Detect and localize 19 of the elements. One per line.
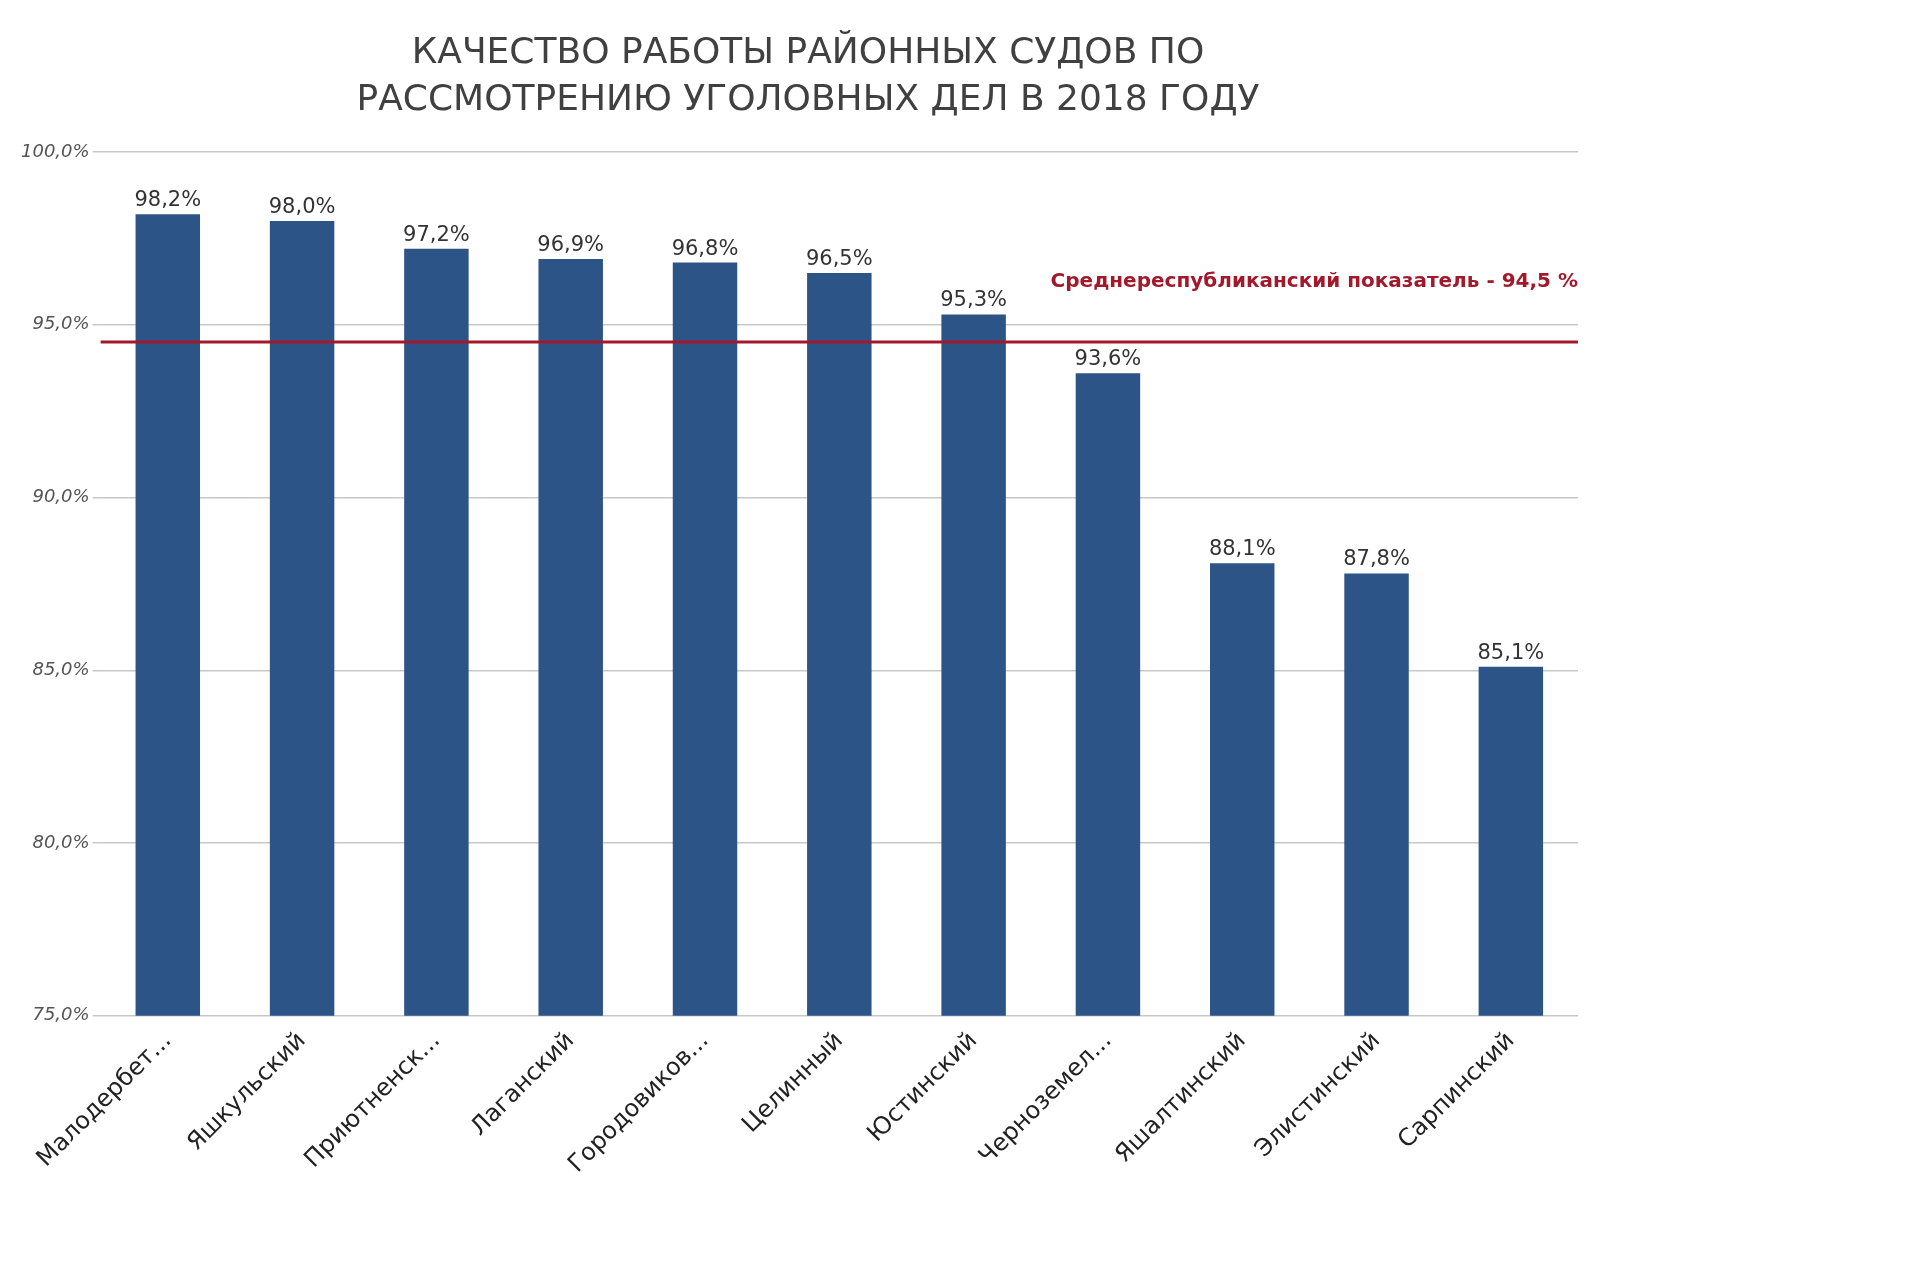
y-tick-label: 85,0% xyxy=(32,657,90,679)
data-label: 85,1% xyxy=(1477,639,1545,664)
y-tick-label: 75,0% xyxy=(32,1003,90,1025)
data-label: 96,9% xyxy=(537,231,605,256)
y-tick-label: 100,0% xyxy=(20,139,90,161)
data-label: 96,8% xyxy=(671,235,739,260)
data-label: 93,6% xyxy=(1074,345,1142,370)
data-label: 87,8% xyxy=(1343,546,1410,571)
data-label: 88,1% xyxy=(1208,535,1276,560)
y-tick-label: 80,0% xyxy=(32,830,90,852)
data-label: 98,2% xyxy=(134,186,202,211)
data-label: 97,2% xyxy=(403,221,470,246)
y-tick-label: 90,0% xyxy=(32,484,90,506)
data-label: 98,0% xyxy=(268,193,336,218)
ref-line-label: Среднереспубликанский показатель - 94,5 % xyxy=(1050,267,1578,292)
data-label: 95,3% xyxy=(940,286,1007,311)
data-label: 96,5% xyxy=(805,245,873,270)
y-tick-label: 95,0% xyxy=(32,312,90,334)
chart-title: КАЧЕСТВО РАБОТЫ РАЙОННЫХ СУДОВ ПО РАССМОТРЕНИЮ УГОЛОВНЫХ ДЕЛ В 2018 ГОДУ xyxy=(355,29,1261,120)
